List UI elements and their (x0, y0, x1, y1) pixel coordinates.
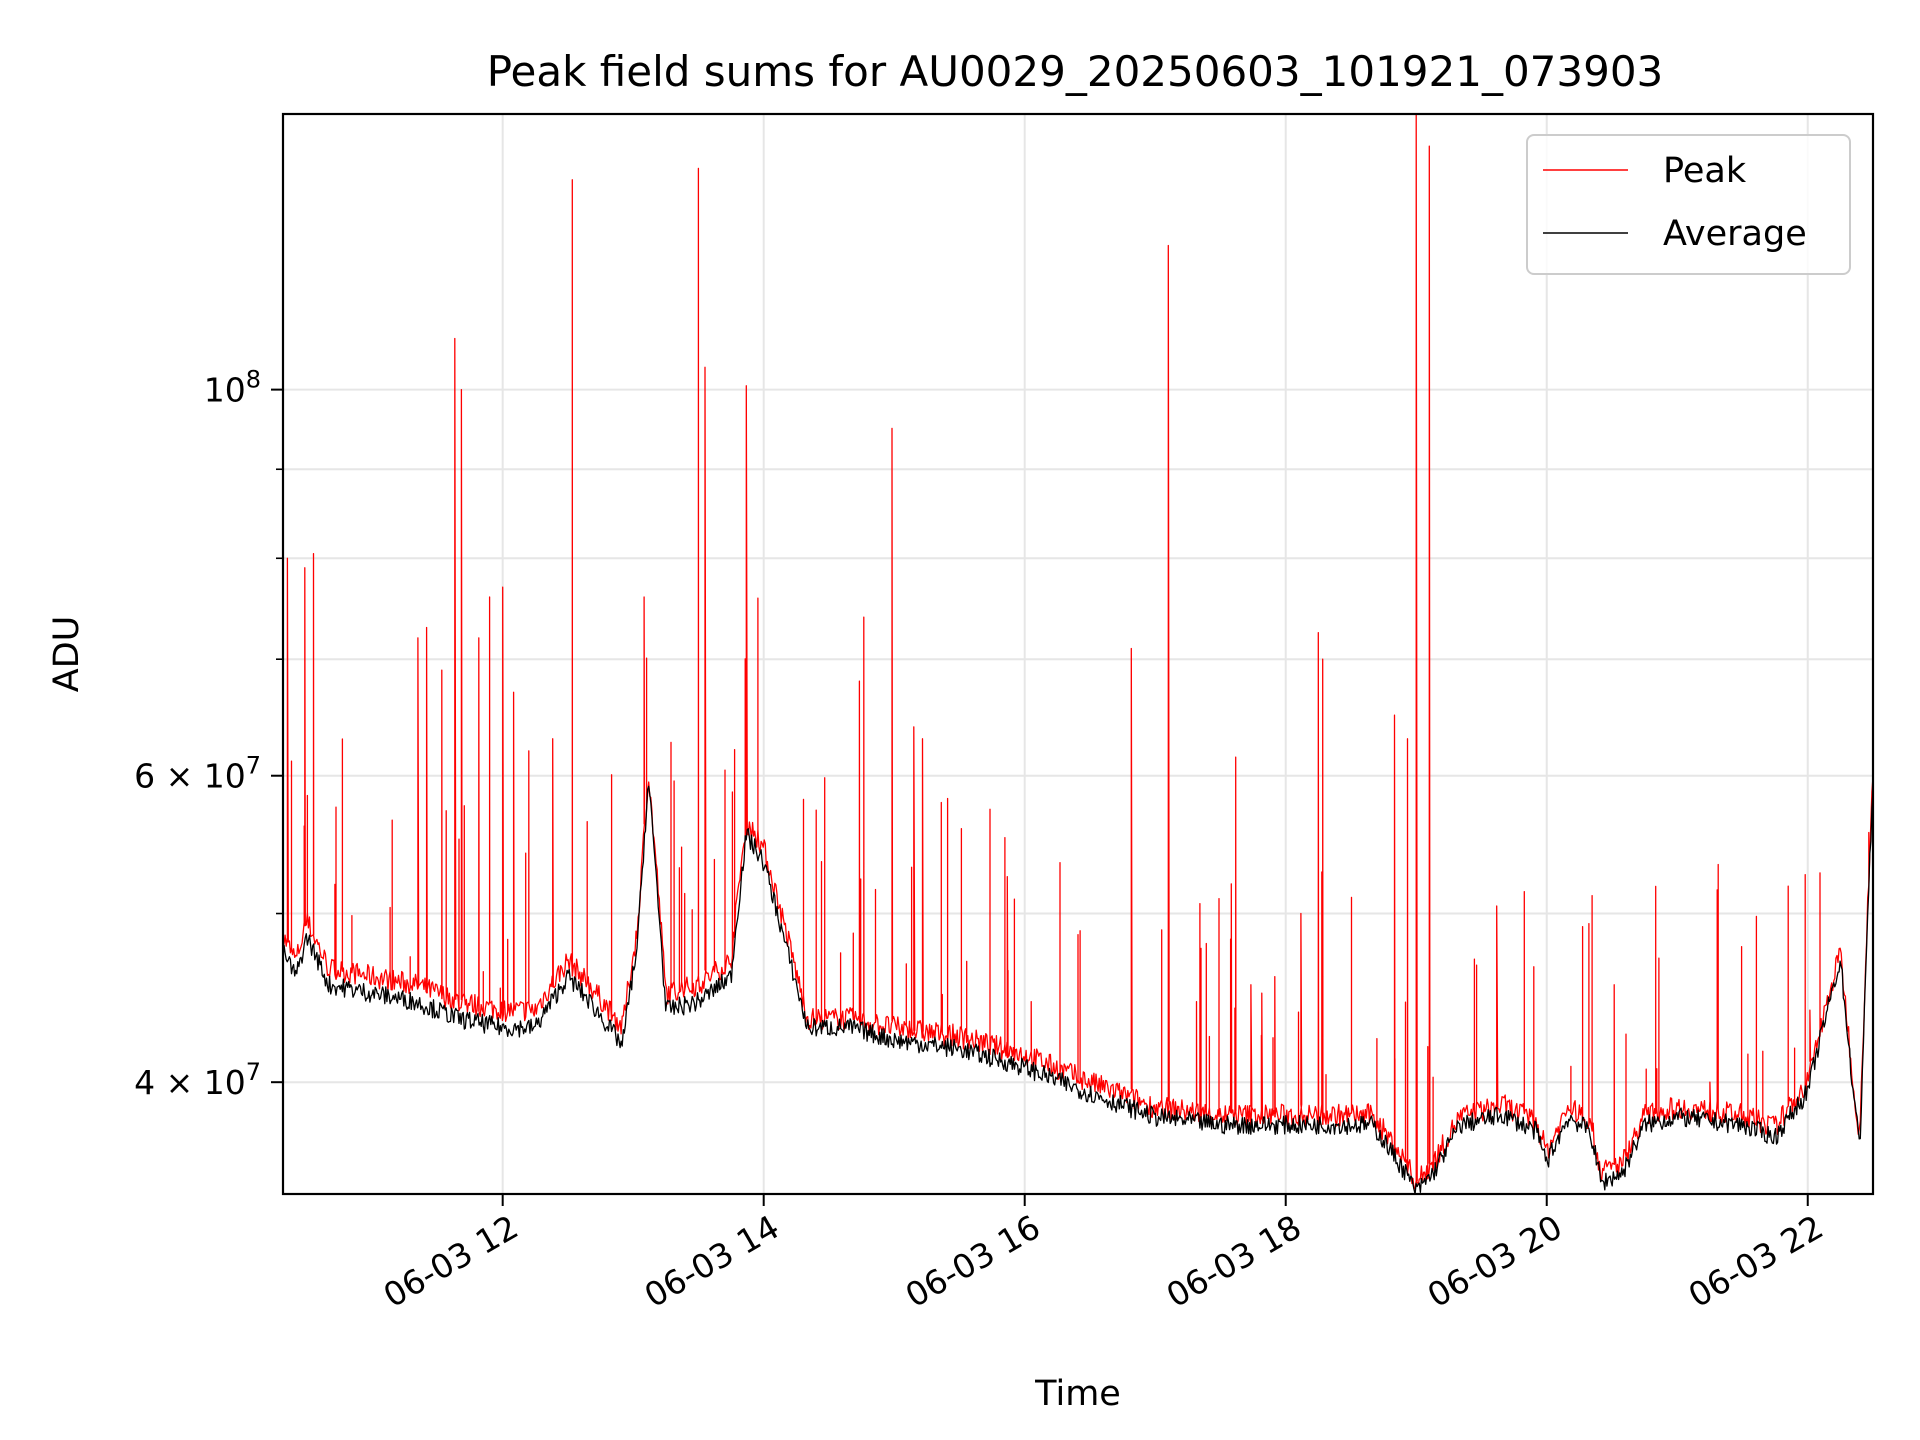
grid-lines (283, 114, 1873, 1194)
y-axis: 4 × 107 6 × 107 108 (134, 366, 283, 1102)
y-axis-label: ADU (47, 616, 87, 693)
y-tick-label: 108 (204, 366, 261, 410)
legend-label-peak: Peak (1663, 151, 1747, 191)
x-axis-label: Time (1034, 1374, 1121, 1414)
series-line-average (282, 785, 1874, 1195)
plot-series-lines (282, 113, 1874, 1195)
legend-label-average: Average (1663, 214, 1807, 254)
y-tick-label: 6 × 107 (134, 752, 261, 796)
plot-frame (281, 112, 1875, 1196)
y-tick-label: 4 × 107 (134, 1058, 261, 1102)
legend: Peak Average (1526, 134, 1851, 275)
chart-title: Peak field sums for AU0029_20250603_1019… (487, 47, 1664, 96)
series-line-peak (282, 113, 1874, 1190)
